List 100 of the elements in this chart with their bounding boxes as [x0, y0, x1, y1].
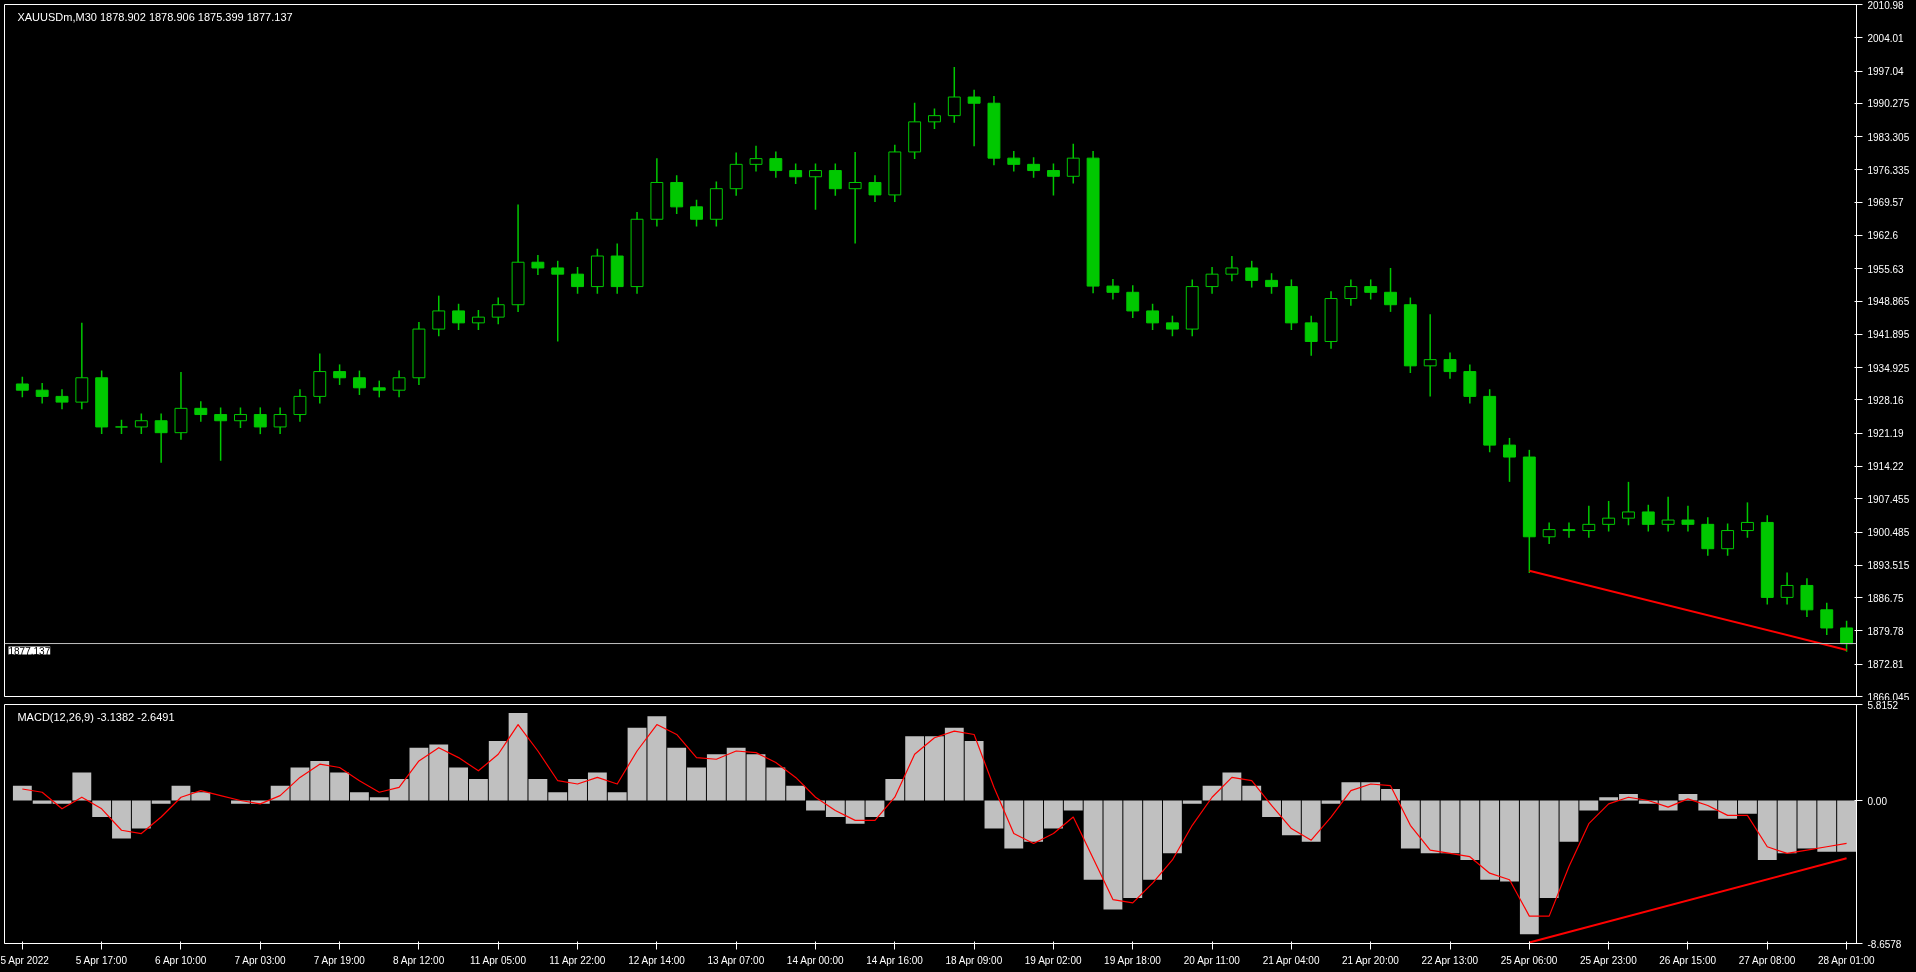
- candlestick: [848, 151, 862, 245]
- candlestick: [1225, 255, 1239, 283]
- x-tick-label: 21 Apr 04:00: [1262, 954, 1320, 966]
- x-tick-label: 12 Apr 14:00: [628, 954, 686, 966]
- y-tick-label: 1900.485: [1867, 527, 1910, 539]
- x-tick-label: 18 Apr 09:00: [945, 954, 1003, 966]
- candlestick: [471, 309, 485, 331]
- x-tick-label: 26 Apr 15:00: [1659, 954, 1717, 966]
- candlestick: [491, 296, 505, 326]
- candlestick: [1681, 504, 1695, 533]
- candlestick: [769, 150, 783, 179]
- candlestick: [333, 363, 347, 386]
- y-tick-label: 1886.75: [1867, 592, 1905, 604]
- y-tick-label: 1990.275: [1867, 98, 1910, 110]
- text: MACD(12,26,9) -3.1382 -2.6491: [17, 710, 175, 723]
- candlestick: [928, 107, 941, 130]
- candlestick: [253, 406, 267, 435]
- y-tick-label: 1934.925: [1867, 362, 1910, 374]
- candlestick: [1344, 278, 1358, 307]
- candlestick: [134, 412, 148, 435]
- candlestick: [1840, 620, 1854, 653]
- candlestick: [1165, 314, 1179, 337]
- candlestick: [1384, 267, 1397, 313]
- candlestick: [1820, 601, 1834, 636]
- candlestick: [1562, 521, 1576, 539]
- candlestick: [1780, 571, 1794, 606]
- ref-line-label: 1877.137: [8, 645, 51, 657]
- x-tick-label: 5 Apr 2022: [0, 954, 50, 966]
- x-tick-label: 6 Apr 10:00: [155, 954, 207, 966]
- x-tick-label: 11 Apr 05:00: [469, 954, 527, 966]
- candlestick: [35, 382, 49, 405]
- candlestick: [1602, 500, 1616, 533]
- candlestick: [1542, 521, 1556, 545]
- bar: [12, 785, 32, 801]
- y-tick-label: 2004.01: [1867, 32, 1905, 44]
- y-tick-label: 1914.22: [1867, 461, 1905, 473]
- candlestick: [1027, 156, 1041, 179]
- candlestick: [809, 162, 822, 211]
- candlestick: [1641, 504, 1655, 533]
- candlestick: [273, 406, 287, 435]
- candlestick: [1364, 278, 1378, 301]
- y-tick-label: -8.6578: [1867, 938, 1902, 950]
- x-tick-label: 5 Apr 17:00: [75, 954, 128, 966]
- y-tick-label: 1879.78: [1867, 625, 1905, 637]
- candlestick: [352, 369, 366, 396]
- x-tick-label: 19 Apr 02:00: [1024, 954, 1082, 966]
- candlestick: [789, 162, 803, 185]
- candlestick: [392, 369, 406, 399]
- candlestick: [1146, 303, 1160, 331]
- y-tick-label: 1941.895: [1867, 329, 1910, 341]
- y-tick-label: 1983.305: [1867, 131, 1910, 143]
- candlestick: [690, 198, 703, 228]
- x-tick-label: 22 Apr 13:00: [1421, 954, 1479, 966]
- y-tick-label: 1955.63: [1867, 263, 1905, 275]
- candlestick: [1046, 162, 1060, 197]
- y-tick-label: 1872.81: [1867, 659, 1905, 671]
- y-tick-label: 1948.865: [1867, 296, 1910, 308]
- y-tick-label: 0.00: [1867, 795, 1888, 807]
- candlestick: [1245, 260, 1259, 289]
- candlestick: [1304, 314, 1318, 357]
- candlestick: [1205, 266, 1219, 295]
- candlestick: [55, 388, 69, 411]
- candlestick: [1106, 278, 1120, 301]
- candlestick: [234, 406, 247, 429]
- candlestick: [1007, 150, 1021, 173]
- x-tick-label: 14 Apr 16:00: [866, 954, 924, 966]
- x-tick-label: 8 Apr 12:00: [393, 954, 445, 966]
- candlestick: [551, 260, 565, 343]
- candlestick: [293, 388, 307, 423]
- y-tick-label: 1976.335: [1867, 164, 1910, 176]
- candlestick: [749, 144, 763, 173]
- y-tick-label: 1997.04: [1867, 66, 1905, 78]
- x-tick-label: 13 Apr 07:00: [707, 954, 765, 966]
- y-tick-label: 2010.98: [1867, 0, 1905, 11]
- x-tick-label: 21 Apr 20:00: [1342, 954, 1400, 966]
- line-series: [21, 723, 1848, 917]
- candlestick: [531, 254, 545, 276]
- candlestick: [1265, 272, 1278, 295]
- x-tick-label: 25 Apr 06:00: [1500, 954, 1558, 966]
- x-tick-label: 27 Apr 08:00: [1738, 954, 1796, 966]
- candlestick: [828, 162, 842, 197]
- candlestick: [1503, 437, 1516, 483]
- candlestick: [967, 89, 981, 147]
- x-tick-label: 19 Apr 18:00: [1104, 954, 1162, 966]
- candlestick: [1423, 313, 1437, 398]
- x-tick-label: 20 Apr 11:00: [1183, 954, 1241, 966]
- candlestick: [868, 174, 882, 203]
- candlestick: [1740, 501, 1754, 539]
- x-tick-label: 14 Apr 00:00: [786, 954, 845, 966]
- candlestick: [452, 303, 466, 331]
- x-tick-label: 28 Apr 01:00: [1817, 954, 1876, 966]
- candlestick: [1126, 284, 1140, 319]
- x-tick-label: 25 Apr 23:00: [1580, 954, 1638, 966]
- candlestick: [1582, 504, 1596, 539]
- x-tick-label: 7 Apr 19:00: [313, 954, 366, 966]
- candlestick: [571, 266, 584, 295]
- y-tick-label: 1962.6: [1867, 230, 1899, 242]
- candlestick: [1066, 143, 1080, 185]
- candlestick: [1721, 522, 1735, 557]
- candlestick: [1661, 495, 1675, 533]
